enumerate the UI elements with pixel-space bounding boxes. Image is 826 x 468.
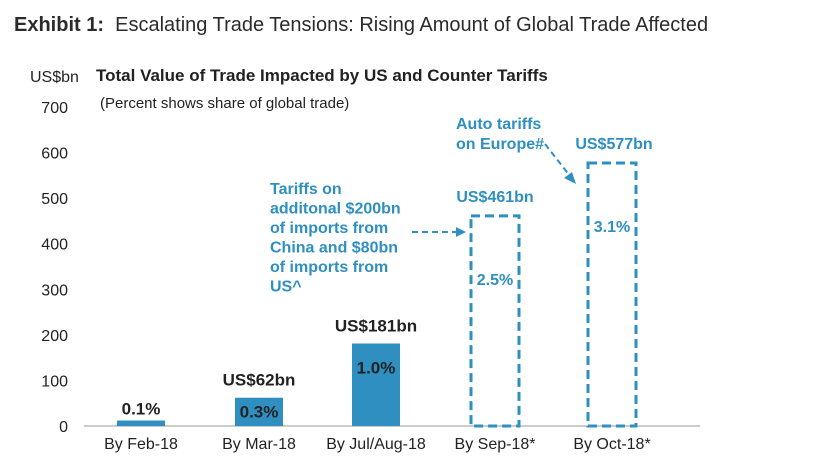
value-label: US$181bn bbox=[335, 317, 417, 336]
share-label: 1.0% bbox=[357, 359, 396, 378]
chart-subtitle: (Percent shows share of global trade) bbox=[100, 95, 349, 112]
exhibit-label: Exhibit 1: bbox=[14, 14, 105, 36]
annotation-text: China and $80bn bbox=[270, 240, 398, 257]
annotation-text: of imports from bbox=[270, 259, 388, 276]
annotation-text: Auto tariffs bbox=[456, 116, 541, 133]
y-tick-label: 100 bbox=[41, 373, 68, 390]
value-label: US$461bn bbox=[456, 189, 533, 206]
y-axis-ticks: 0 100 200 300 400 500 600 700 bbox=[41, 100, 68, 436]
arrow-head bbox=[564, 172, 576, 184]
bar bbox=[235, 397, 283, 426]
y-tick-label: 0 bbox=[59, 419, 68, 436]
y-tick-label: 400 bbox=[41, 237, 68, 254]
bars: By Feb-18 0.1% By Mar-18 0.3% US$62bn By Jul/… bbox=[104, 136, 653, 453]
annotation-text: of imports from bbox=[270, 220, 388, 237]
x-tick-label: By Sep-18* bbox=[455, 436, 536, 453]
x-tick-label: By Mar-18 bbox=[222, 436, 296, 453]
bar bbox=[352, 343, 400, 426]
exhibit-title: Escalating Trade Tensions: Rising Amount… bbox=[115, 14, 709, 36]
annotation-text: additonal $200bn bbox=[270, 201, 401, 218]
y-tick-label: 600 bbox=[41, 146, 68, 163]
y-tick-label: 300 bbox=[41, 282, 68, 299]
y-tick-label: 200 bbox=[41, 328, 68, 345]
share-label: 0.1% bbox=[122, 400, 161, 419]
share-label: 3.1% bbox=[594, 219, 630, 236]
arrow-head bbox=[456, 227, 466, 237]
annotation-text: Tariffs on bbox=[270, 181, 342, 198]
share-label: 2.5% bbox=[477, 272, 513, 289]
value-label: US$577bn bbox=[575, 136, 652, 153]
annotation-text: US^ bbox=[270, 279, 302, 296]
x-tick-label: By Feb-18 bbox=[104, 436, 178, 453]
annotations: Tariffs on additonal $200bn of imports fro… bbox=[270, 116, 576, 296]
y-axis-label: US$bn bbox=[30, 69, 79, 86]
y-tick-label: 500 bbox=[41, 191, 68, 208]
x-tick-label: By Oct-18* bbox=[573, 436, 650, 453]
bar bbox=[469, 214, 521, 428]
exhibit-header: Exhibit 1: Escalating Trade Tensions: Ri… bbox=[14, 14, 708, 37]
y-tick-label: 700 bbox=[41, 100, 68, 117]
chart-title: Total Value of Trade Impacted by US and … bbox=[96, 66, 548, 85]
value-label: US$62bn bbox=[223, 371, 296, 390]
bar bbox=[586, 161, 638, 428]
annotation-arrow bbox=[544, 143, 571, 177]
annotation-text: on Europe# bbox=[456, 136, 544, 153]
x-tick-label: By Jul/Aug-18 bbox=[326, 436, 426, 453]
share-label: 0.3% bbox=[240, 403, 279, 422]
bar bbox=[117, 420, 165, 426]
